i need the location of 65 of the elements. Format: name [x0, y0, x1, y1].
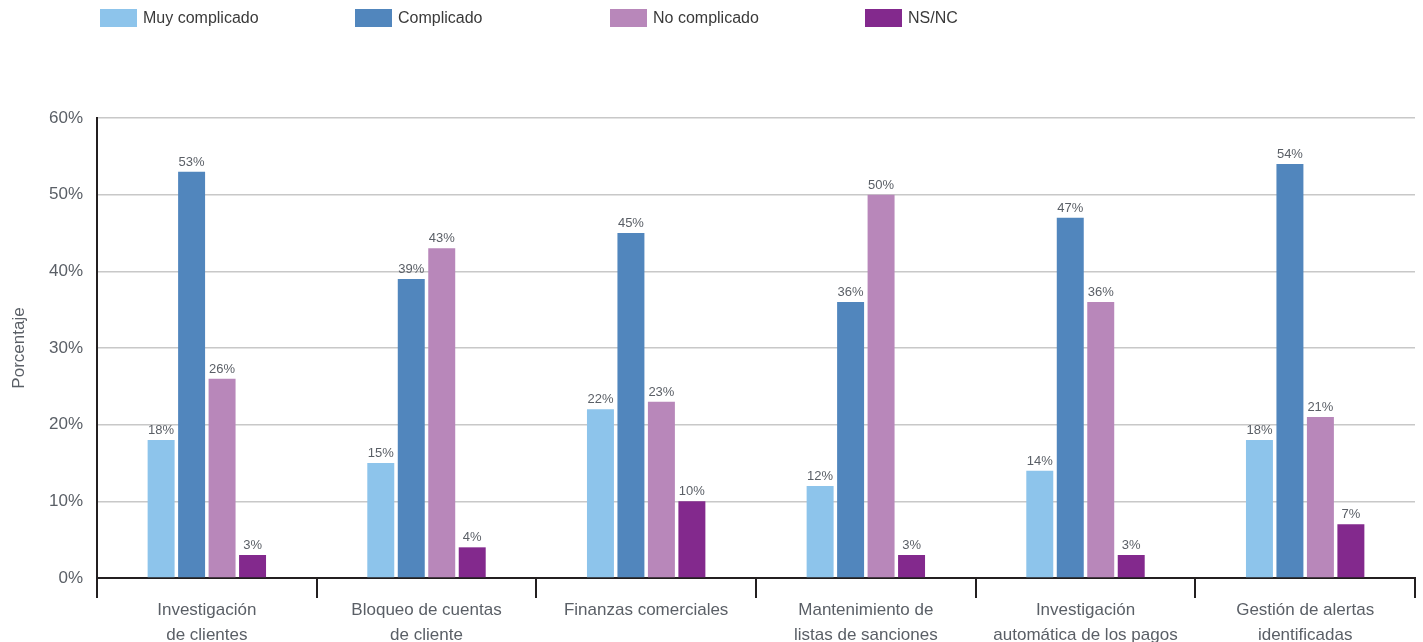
legend-label: Muy complicado — [143, 9, 259, 27]
x-tick-label: Finanzas comerciales — [563, 600, 729, 620]
bar — [837, 302, 865, 578]
legend-label: Complicado — [398, 9, 483, 27]
data-label: 4% — [462, 529, 483, 545]
bar — [1306, 417, 1334, 578]
legend-label: NS/NC — [908, 9, 958, 27]
bar — [867, 194, 895, 578]
bar — [147, 440, 175, 578]
data-label: 54% — [1276, 146, 1304, 162]
data-label: 3% — [902, 537, 922, 553]
data-label: 22% — [587, 391, 614, 407]
y-tick-label: 20% — [48, 414, 83, 434]
data-label: 14% — [1026, 452, 1054, 468]
data-label: 47% — [1057, 199, 1084, 215]
y-axis-title: Porcentaje — [8, 307, 28, 389]
y-tick-label: 50% — [48, 184, 83, 204]
bar — [397, 279, 425, 578]
data-label: 21% — [1307, 399, 1334, 415]
bar — [458, 547, 486, 578]
bar — [1337, 524, 1365, 578]
legend-label: No complicado — [653, 9, 759, 27]
y-tick-label: 40% — [48, 261, 83, 281]
data-label: 12% — [807, 468, 834, 484]
data-label: 18% — [1246, 422, 1273, 438]
y-tick-label: 0% — [58, 567, 83, 587]
data-label: 18% — [148, 422, 175, 438]
bar — [178, 171, 206, 578]
data-label: 43% — [428, 230, 456, 246]
y-tick-label: 30% — [48, 337, 83, 357]
bar — [678, 501, 706, 578]
bar — [239, 555, 267, 578]
bar — [367, 463, 395, 578]
data-label: 53% — [178, 153, 206, 169]
bar — [617, 233, 645, 578]
bar — [428, 248, 456, 578]
data-label: 3% — [243, 537, 263, 553]
bar — [1056, 217, 1084, 578]
bar — [208, 378, 236, 578]
data-label: 10% — [678, 483, 706, 499]
data-label: 50% — [868, 176, 895, 192]
data-label: 39% — [398, 261, 425, 277]
data-label: 23% — [648, 383, 675, 399]
data-label: 15% — [367, 445, 395, 461]
x-tick-label: Bloqueo de cuentas de cliente — [351, 600, 502, 642]
data-label: 3% — [1121, 537, 1142, 553]
bar — [586, 409, 614, 578]
bar — [1245, 440, 1273, 578]
bar — [1117, 555, 1145, 578]
bar — [806, 486, 834, 578]
x-tick-label: Gestión de alertas identificadas — [1236, 600, 1375, 642]
data-label: 26% — [209, 360, 236, 376]
data-label: 36% — [837, 284, 865, 300]
x-tick-label: Investigación de clientes — [157, 600, 257, 642]
bar — [1276, 164, 1304, 578]
data-label: 36% — [1087, 284, 1115, 300]
x-tick-label: Mantenimiento de listas de sanciones — [794, 600, 938, 642]
bar — [898, 555, 926, 578]
data-label: 7% — [1341, 506, 1361, 522]
data-label: 45% — [617, 215, 645, 231]
bar — [1087, 302, 1115, 578]
bar — [1026, 470, 1054, 578]
y-tick-label: 60% — [48, 107, 83, 127]
y-tick-label: 10% — [48, 491, 83, 511]
bar — [647, 401, 675, 578]
